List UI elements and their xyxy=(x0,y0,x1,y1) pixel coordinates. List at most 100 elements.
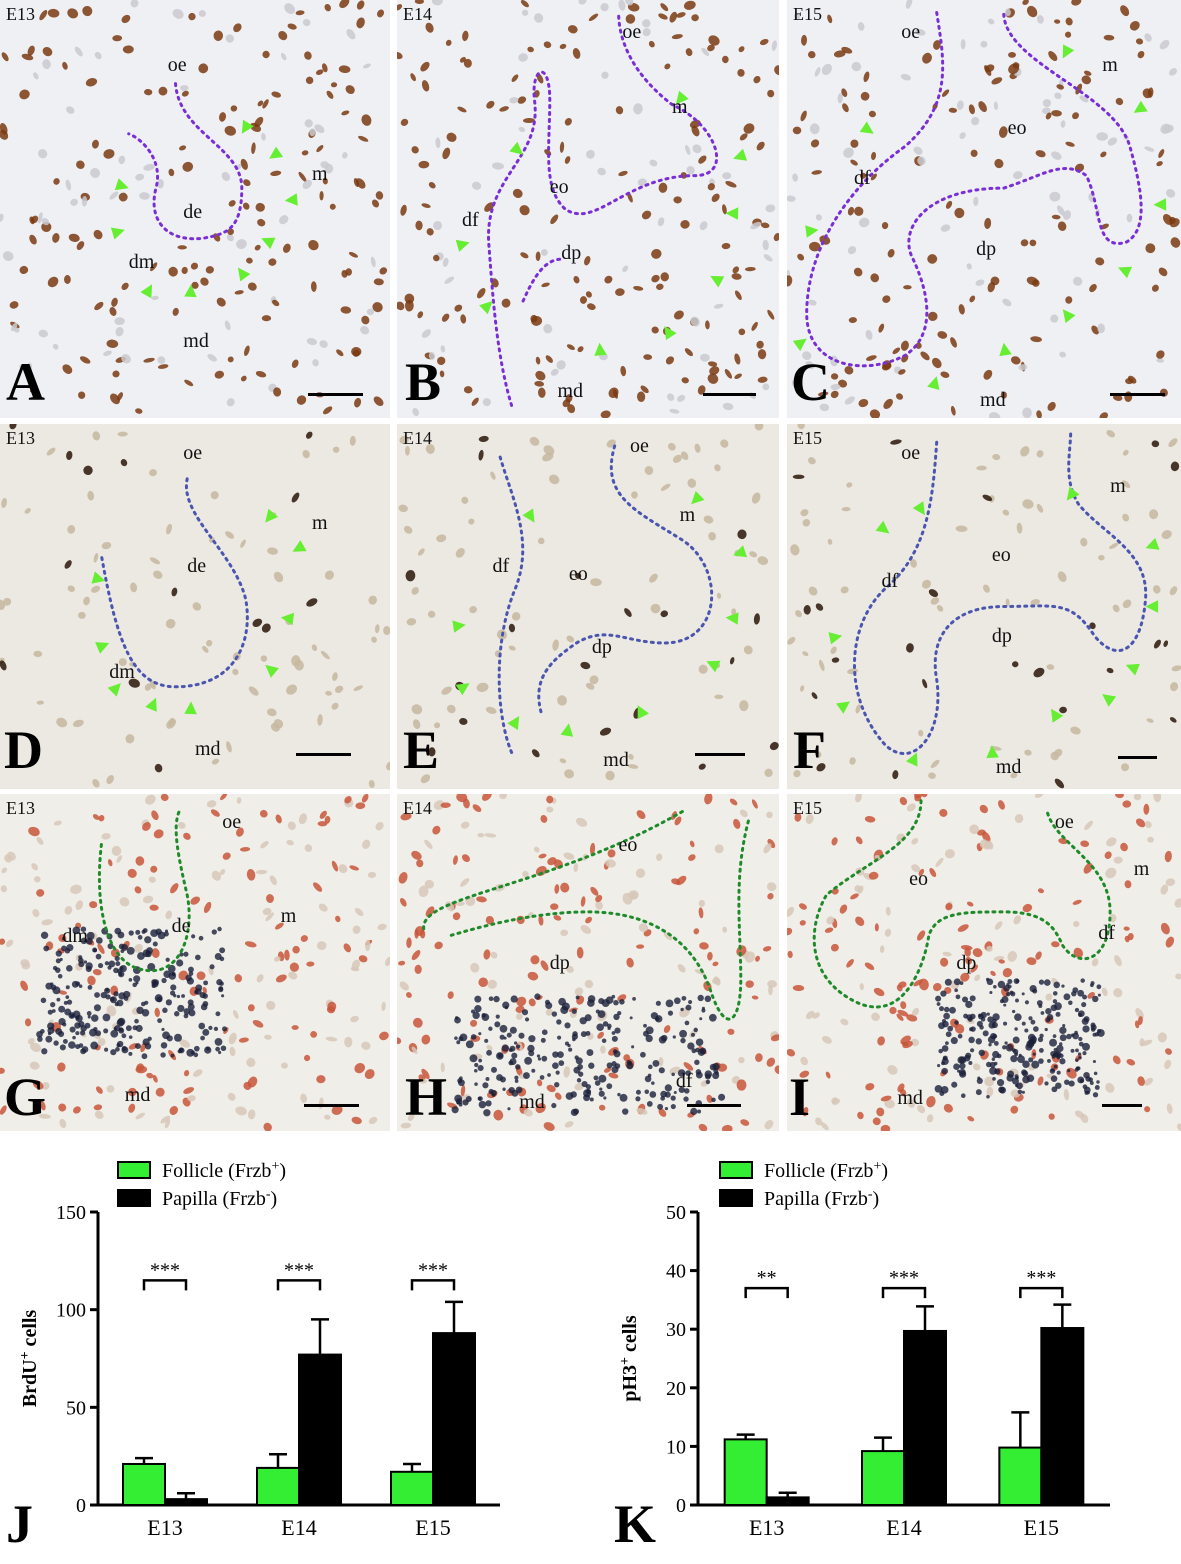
frzb-signal xyxy=(176,959,184,967)
nucleus xyxy=(802,1106,809,1117)
nucleus xyxy=(282,243,291,253)
nucleus xyxy=(810,139,820,148)
nucleus xyxy=(698,907,704,919)
nucleus xyxy=(873,987,885,997)
nucleus xyxy=(686,166,695,175)
nucleus xyxy=(509,97,519,104)
arrowhead-marker xyxy=(828,632,843,645)
frzb-signal xyxy=(953,1063,960,1071)
frzb-signal xyxy=(499,1034,505,1040)
tissue-image xyxy=(0,0,388,415)
nucleus xyxy=(47,276,59,288)
frzb-signal xyxy=(968,1061,973,1066)
nucleus xyxy=(847,206,855,216)
nucleus xyxy=(604,275,613,284)
frzb-signal xyxy=(993,984,997,989)
nucleus xyxy=(809,241,821,252)
nucleus xyxy=(1074,1110,1084,1118)
nucleus xyxy=(651,326,659,334)
nucleus xyxy=(346,29,356,40)
frzb-signal xyxy=(959,981,964,986)
nucleus xyxy=(1163,124,1174,133)
frzb-signal xyxy=(670,1103,676,1110)
nucleus xyxy=(358,135,369,142)
nucleus xyxy=(106,1085,115,1093)
nucleus xyxy=(4,854,12,863)
nucleus xyxy=(145,794,156,805)
frzb-signal xyxy=(1081,1017,1089,1025)
stage-label: E15 xyxy=(793,798,822,818)
nucleus xyxy=(1166,1103,1173,1114)
nucleus xyxy=(1035,951,1042,960)
frzb-signal xyxy=(1014,1027,1018,1031)
frzb-signal xyxy=(694,1059,700,1066)
frzb-signal xyxy=(1053,981,1061,989)
nucleus xyxy=(1030,599,1040,606)
frzb-signal xyxy=(651,1081,655,1085)
nucleus xyxy=(763,843,772,854)
nucleus xyxy=(685,48,693,57)
nucleus xyxy=(1144,1077,1153,1086)
nucleus xyxy=(119,897,130,907)
frzb-signal xyxy=(114,927,122,935)
nucleus xyxy=(1022,0,1029,6)
arrowhead-marker xyxy=(114,178,129,191)
nucleus xyxy=(707,183,715,191)
nucleus xyxy=(29,234,37,245)
nucleus xyxy=(64,906,73,915)
nucleus xyxy=(410,73,416,82)
nucleus xyxy=(920,351,930,361)
frzb-signal xyxy=(1064,1079,1070,1085)
nucleus xyxy=(699,942,709,950)
nucleus xyxy=(622,892,633,905)
nucleus xyxy=(243,1081,252,1090)
nucleus xyxy=(397,4,403,11)
nucleus xyxy=(663,931,673,941)
nucleus xyxy=(425,22,434,33)
nucleus xyxy=(1049,191,1061,202)
frzb-signal xyxy=(1061,984,1065,988)
nucleus xyxy=(183,1070,190,1077)
frzb-signal xyxy=(958,1068,966,1076)
nucleus xyxy=(1122,800,1132,808)
frzb-signal xyxy=(88,1028,97,1037)
arrowhead-marker xyxy=(1125,663,1140,676)
y-tick-label: 0 xyxy=(76,1495,86,1517)
scale-bar xyxy=(1110,392,1166,396)
frzb-signal xyxy=(144,936,152,944)
nucleus xyxy=(0,213,4,222)
frzb-signal xyxy=(477,1096,482,1101)
nucleus xyxy=(906,803,916,812)
nucleus xyxy=(340,306,352,314)
frzb-signal xyxy=(161,977,167,984)
nucleus xyxy=(53,178,60,185)
frzb-signal xyxy=(552,1051,559,1058)
nucleus xyxy=(482,794,492,801)
nucleus xyxy=(59,1118,67,1129)
nucleus xyxy=(849,757,856,765)
nucleus xyxy=(334,685,344,693)
nucleus xyxy=(1022,407,1032,418)
nucleus xyxy=(840,1018,849,1026)
frzb-signal xyxy=(485,1076,490,1081)
nucleus xyxy=(1147,836,1154,843)
frzb-signal xyxy=(474,1005,482,1013)
nucleus xyxy=(906,643,914,653)
nucleus xyxy=(262,99,269,109)
frzb-signal xyxy=(43,945,50,952)
nucleus xyxy=(463,386,473,394)
frzb-signal xyxy=(57,973,63,979)
frzb-signal xyxy=(691,1048,697,1054)
frzb-signal xyxy=(125,1025,132,1032)
nucleus xyxy=(344,1036,353,1048)
nucleus xyxy=(135,856,145,866)
nucleus xyxy=(928,772,936,779)
frzb-signal xyxy=(988,1021,996,1029)
nucleus xyxy=(580,925,592,934)
nucleus xyxy=(588,13,599,22)
nucleus xyxy=(226,741,232,753)
frzb-signal xyxy=(121,1046,129,1054)
nucleus xyxy=(331,860,339,872)
nucleus xyxy=(118,658,127,667)
nucleus xyxy=(244,941,257,948)
